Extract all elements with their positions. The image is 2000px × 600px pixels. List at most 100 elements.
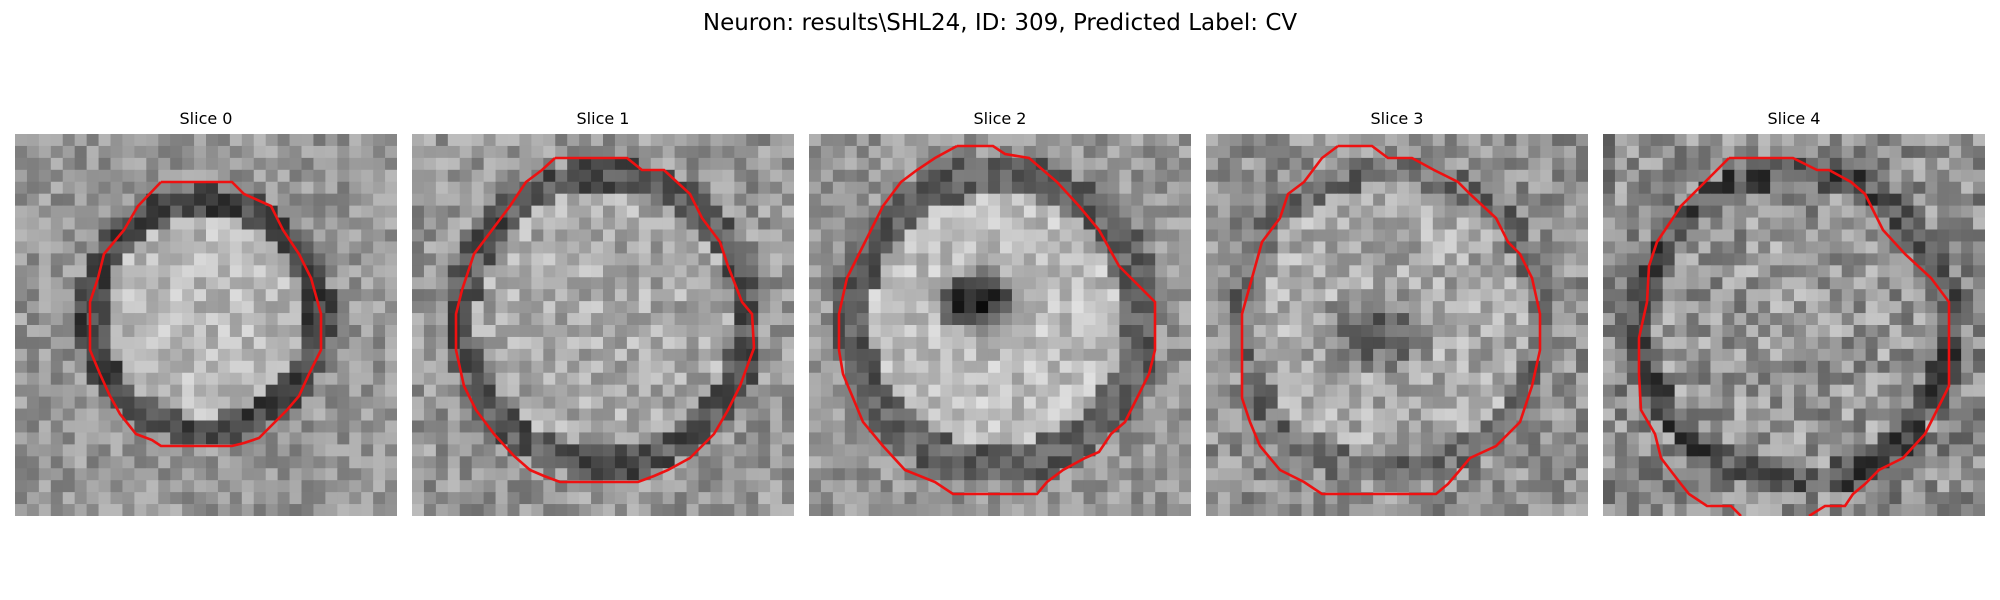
pixel <box>1011 301 1025 314</box>
pixel <box>686 432 700 445</box>
pixel <box>1576 229 1588 243</box>
pixel <box>265 372 279 386</box>
pixel <box>1782 301 1795 314</box>
pixel <box>337 384 350 398</box>
pixel <box>1023 468 1037 481</box>
pixel <box>698 480 712 493</box>
pixel <box>638 348 652 362</box>
pixel <box>782 396 794 410</box>
pixel <box>770 408 783 422</box>
pixel <box>1662 301 1676 314</box>
pixel <box>916 432 929 445</box>
pixel <box>1722 241 1735 254</box>
pixel <box>662 277 676 290</box>
pixel <box>495 325 509 338</box>
pixel <box>1770 253 1783 266</box>
pixel <box>483 396 497 410</box>
pixel <box>543 325 556 338</box>
pixel <box>134 480 147 493</box>
pixel <box>638 325 652 338</box>
pixel <box>650 265 664 278</box>
pixel <box>782 289 794 302</box>
pixel <box>459 360 473 374</box>
pixel <box>626 193 640 207</box>
pixel <box>385 360 397 374</box>
pixel <box>253 420 267 434</box>
pixel <box>1626 301 1640 314</box>
pixel <box>86 336 100 350</box>
slice-image-0 <box>15 134 397 516</box>
pixel <box>1337 408 1350 422</box>
pixel <box>1217 468 1231 481</box>
pixel <box>1973 336 1985 350</box>
pixel <box>1313 348 1326 362</box>
pixel <box>26 492 40 505</box>
pixel <box>194 241 207 254</box>
pixel <box>1349 169 1362 183</box>
pixel <box>1925 169 1938 183</box>
pixel <box>373 336 386 350</box>
pixel <box>1853 408 1867 422</box>
pixel <box>1925 348 1938 362</box>
pixel <box>1143 277 1156 290</box>
pixel <box>1698 408 1712 422</box>
pixel <box>928 241 941 254</box>
pixel <box>471 205 485 219</box>
slice-canvas-2 <box>809 134 1191 516</box>
pixel <box>194 480 207 493</box>
pixel <box>241 444 255 457</box>
pixel <box>1817 181 1831 195</box>
pixel <box>26 444 40 457</box>
pixel <box>1289 277 1303 290</box>
pixel <box>531 205 544 219</box>
pixel <box>1829 277 1843 290</box>
pixel <box>1011 181 1025 195</box>
pixel <box>170 432 183 445</box>
pixel <box>1540 432 1553 445</box>
pixel <box>1698 193 1712 207</box>
pixel <box>495 241 509 254</box>
pixel <box>567 313 580 326</box>
pixel <box>976 169 989 183</box>
pixel <box>337 468 350 481</box>
pixel <box>626 432 640 445</box>
pixel <box>1337 181 1350 195</box>
pixel <box>1504 468 1517 481</box>
pixel <box>1047 253 1061 266</box>
pixel <box>423 348 437 362</box>
pixel <box>1047 348 1061 362</box>
pixel <box>1289 253 1303 266</box>
pixel <box>1805 408 1819 422</box>
pixel <box>1179 444 1191 457</box>
pixel <box>1889 396 1903 410</box>
pixel <box>1865 336 1879 350</box>
figure-title: Neuron: results\SHL24, ID: 309, Predicte… <box>702 10 1298 36</box>
pixel <box>1782 372 1795 386</box>
pixel <box>1229 360 1243 374</box>
pixel <box>1385 480 1398 493</box>
pixel <box>1686 157 1700 171</box>
pixel <box>1083 492 1097 505</box>
pixel <box>229 396 243 410</box>
pixel <box>1217 289 1231 302</box>
pixel <box>1516 217 1529 231</box>
pixel <box>543 336 556 350</box>
pixel <box>1949 157 1962 171</box>
pixel <box>614 468 628 481</box>
pixel <box>1794 289 1807 302</box>
pixel <box>1504 313 1517 326</box>
pixel <box>782 313 794 326</box>
pixel <box>543 193 556 207</box>
pixel <box>976 348 989 362</box>
pixel <box>988 396 1001 410</box>
pixel <box>361 325 374 338</box>
pixel <box>1420 504 1434 516</box>
pixel <box>483 253 497 266</box>
pixel <box>206 193 219 207</box>
pixel <box>1373 313 1386 326</box>
pixel <box>1889 432 1903 445</box>
pixel <box>1662 420 1676 434</box>
slice-title-4: Slice 4 <box>1767 109 1821 128</box>
pixel <box>361 193 374 207</box>
pixel <box>1313 468 1326 481</box>
